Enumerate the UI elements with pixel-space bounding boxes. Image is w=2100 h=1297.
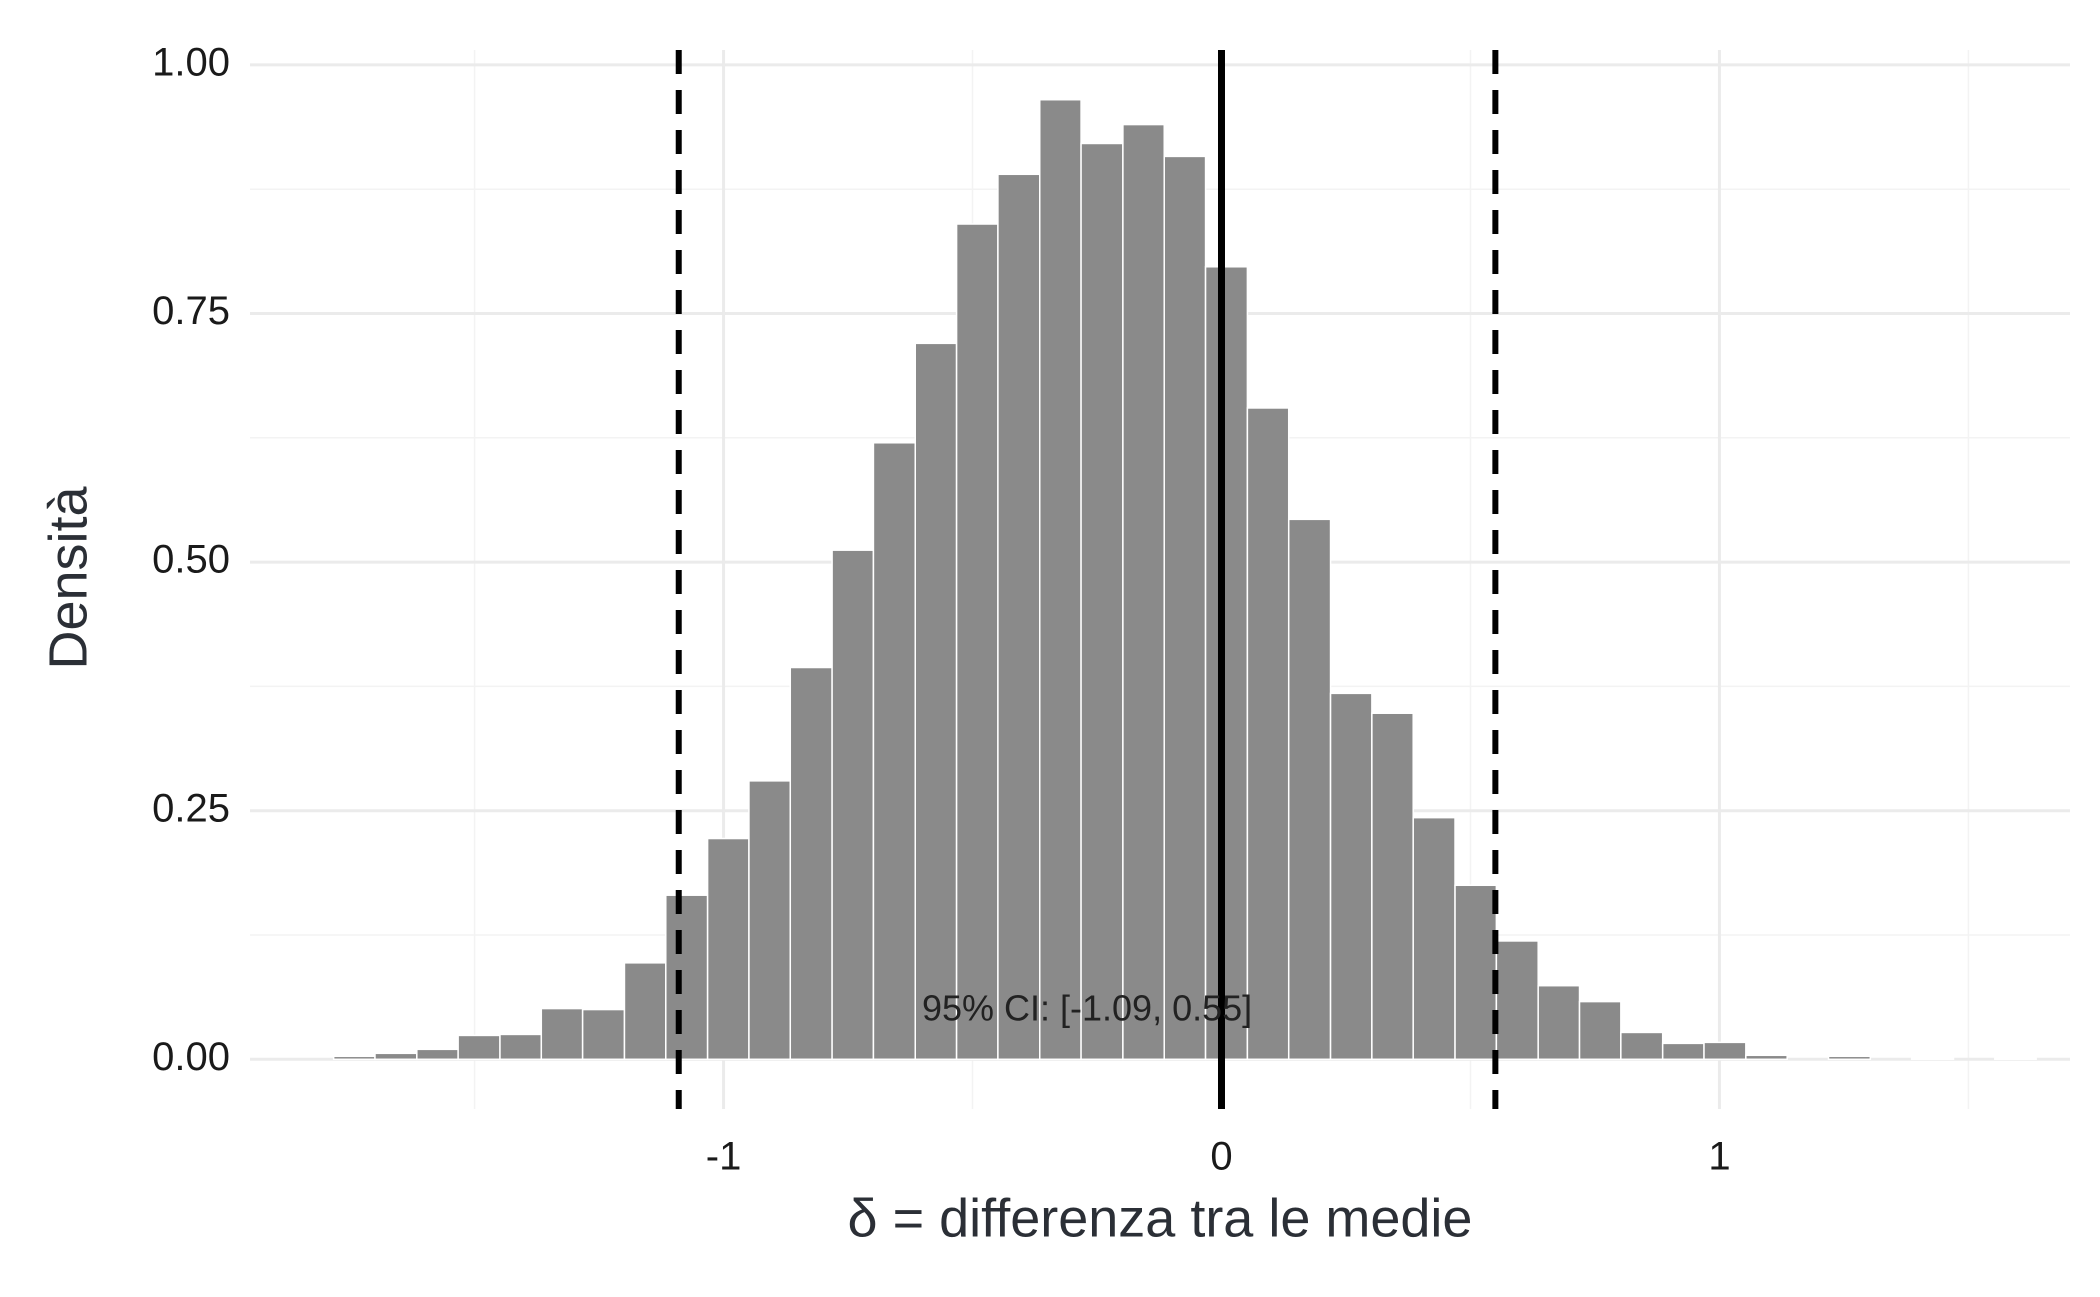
x-tick-label: 1 [1708,1135,1730,1179]
y-tick-label: 0.50 [152,538,230,582]
bar [1537,984,1581,1061]
bar [374,1052,418,1061]
bar [1703,1041,1747,1061]
x-tick-label: -1 [706,1135,742,1179]
y-tick-label: 0.00 [152,1035,230,1079]
bar [997,173,1041,1061]
bar [540,1007,584,1061]
bar [1827,1055,1872,1061]
bar [1661,1042,1705,1061]
bar [1745,1054,1788,1061]
bar [332,1055,376,1061]
bar [1578,1000,1622,1061]
bar [1994,1057,2037,1061]
bar [706,837,750,1061]
bar [955,223,999,1061]
bar [1204,266,1249,1061]
bar [1163,155,1207,1061]
bar [1412,816,1456,1061]
x-axis-title: δ = differenza tra le medie [848,1188,1473,1248]
bar [914,342,958,1061]
bar [1454,884,1498,1061]
bar [457,1034,501,1061]
bar [1038,98,1082,1061]
bar [1122,123,1165,1061]
bar [1080,142,1124,1061]
y-tick-label: 1.00 [152,40,230,84]
bar [872,442,917,1061]
bar [1246,407,1290,1061]
bar [1329,692,1373,1061]
bar [623,962,667,1061]
bar [1287,518,1332,1061]
bar [581,1008,626,1061]
bar [1620,1031,1664,1061]
annotation: 95% CI: [-1.09, 0.55] [922,988,1252,1029]
bar [499,1033,543,1061]
bar [789,666,833,1061]
bar [748,780,792,1061]
y-axis-title: Densità [38,485,98,669]
bar [1495,940,1539,1061]
y-tick-label: 0.25 [152,786,230,830]
bar [416,1048,459,1061]
bar [665,894,709,1061]
bar [1910,1057,1955,1061]
bar [1371,712,1414,1061]
y-tick-label: 0.75 [152,289,230,333]
bar [831,549,875,1061]
x-tick-label: 0 [1210,1135,1232,1179]
